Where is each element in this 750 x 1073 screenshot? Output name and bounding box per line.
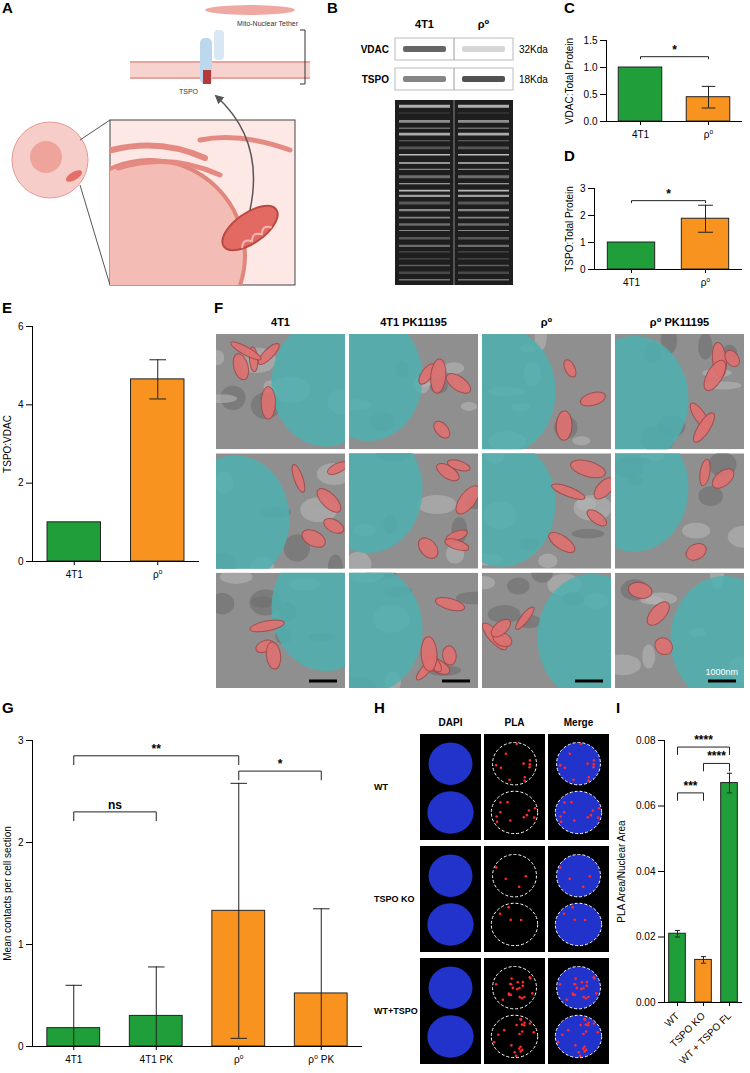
svg-text:ns: ns	[108, 798, 122, 812]
svg-text:4T1 PK11195: 4T1 PK11195	[380, 316, 447, 328]
svg-text:WT + TSPO FL: WT + TSPO FL	[677, 1010, 733, 1066]
html-text:F: F	[214, 299, 224, 316]
svg-text:0.04: 0.04	[636, 866, 656, 877]
svg-text:2: 2	[18, 837, 24, 848]
svg-text:*: *	[666, 187, 671, 201]
svg-text:4T1: 4T1	[623, 277, 641, 288]
svg-text:TSPO:VDAC: TSPO:VDAC	[2, 415, 13, 473]
svg-text:TSPO: TSPO	[179, 88, 199, 95]
svg-text:ρ⁰: ρ⁰	[541, 316, 553, 328]
svg-text:*: *	[672, 43, 677, 57]
svg-text:32Kda: 32Kda	[519, 44, 548, 55]
svg-text:0: 0	[18, 556, 24, 567]
svg-text:PLA Area/Nuclear Area: PLA Area/Nuclear Area	[616, 820, 627, 923]
svg-text:ρ⁰ PK11195: ρ⁰ PK11195	[650, 316, 709, 328]
svg-text:0: 0	[18, 1041, 24, 1052]
svg-text:**: **	[152, 742, 162, 756]
html-text:B: B	[327, 0, 338, 16]
svg-text:WT: WT	[662, 1010, 681, 1029]
svg-text:4T1 PK: 4T1 PK	[140, 1054, 174, 1065]
svg-text:ρ⁰: ρ⁰	[478, 18, 490, 30]
svg-text:0: 0	[580, 264, 586, 275]
svg-text:2: 2	[580, 210, 586, 221]
svg-text:0.06: 0.06	[636, 800, 656, 811]
svg-text:PLA: PLA	[505, 717, 525, 728]
svg-text:***: ***	[683, 779, 697, 793]
svg-text:0.02: 0.02	[636, 931, 656, 942]
svg-text:*: *	[278, 757, 283, 771]
html-text:D: D	[564, 147, 575, 164]
svg-text:1.0: 1.0	[584, 62, 598, 73]
svg-text:VDAC:Total Protein: VDAC:Total Protein	[564, 38, 575, 124]
svg-text:4T1: 4T1	[415, 18, 434, 30]
svg-text:TSPO KO: TSPO KO	[668, 1010, 708, 1050]
svg-text:0.0: 0.0	[584, 116, 598, 127]
svg-text:ρ⁰: ρ⁰	[701, 277, 711, 288]
svg-text:4T1: 4T1	[65, 1054, 83, 1065]
svg-text:TSPO:Total Protein: TSPO:Total Protein	[564, 186, 575, 272]
html-text:I: I	[616, 699, 621, 716]
html-text:G: G	[2, 699, 14, 716]
svg-text:0.00: 0.00	[636, 997, 656, 1008]
svg-text:WT+TSPO: WT+TSPO	[374, 1006, 418, 1016]
svg-text:TSPO KO: TSPO KO	[374, 894, 415, 904]
svg-text:1000nm: 1000nm	[705, 667, 738, 677]
html-text:A: A	[2, 0, 13, 16]
svg-text:Merge: Merge	[564, 717, 594, 728]
svg-text:0.08: 0.08	[636, 735, 656, 746]
svg-text:TSPO: TSPO	[362, 74, 389, 85]
svg-text:6: 6	[18, 321, 24, 332]
html-text:E: E	[2, 299, 12, 316]
svg-text:Mito-Nuclear Tether: Mito-Nuclear Tether	[237, 20, 299, 27]
svg-text:ρ⁰: ρ⁰	[234, 1054, 244, 1065]
svg-text:3: 3	[18, 735, 24, 746]
svg-text:1: 1	[18, 939, 24, 950]
html-text:H: H	[374, 699, 385, 716]
svg-text:Mean contacts per cell section: Mean contacts per cell section	[2, 826, 13, 961]
svg-text:ρ⁰: ρ⁰	[704, 129, 714, 140]
svg-text:DAPI: DAPI	[439, 717, 463, 728]
svg-text:4T1: 4T1	[632, 129, 650, 140]
svg-text:4: 4	[18, 399, 24, 410]
svg-text:VDAC: VDAC	[361, 44, 389, 55]
svg-text:0.5: 0.5	[584, 89, 598, 100]
svg-text:1: 1	[580, 237, 586, 248]
svg-text:****: ****	[707, 749, 726, 763]
svg-text:3: 3	[580, 183, 586, 194]
svg-text:****: ****	[694, 733, 713, 747]
svg-text:ρ⁰ PK: ρ⁰ PK	[308, 1054, 334, 1065]
svg-text:4T1: 4T1	[271, 316, 290, 328]
svg-text:2: 2	[18, 477, 24, 488]
svg-text:4T1: 4T1	[66, 569, 84, 580]
svg-text:ρ⁰: ρ⁰	[153, 569, 163, 580]
svg-text:18Kda: 18Kda	[519, 74, 548, 85]
html-text:C: C	[564, 0, 575, 16]
svg-text:WT: WT	[374, 782, 388, 792]
svg-text:1.5: 1.5	[584, 35, 598, 46]
